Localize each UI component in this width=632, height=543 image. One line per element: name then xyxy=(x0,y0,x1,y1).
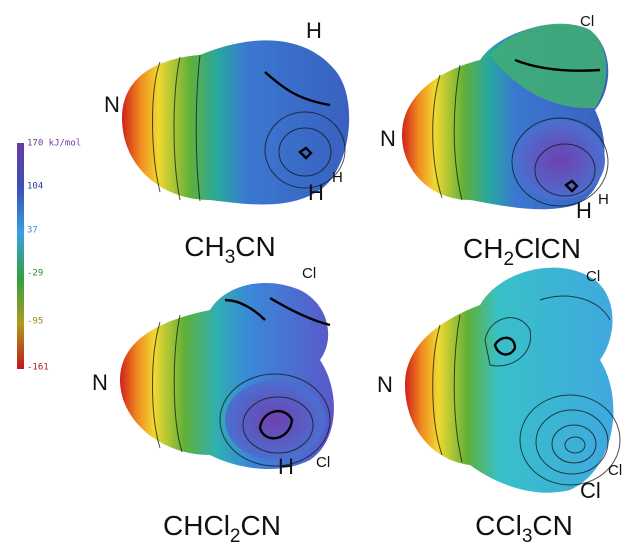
atom-label: N xyxy=(92,370,108,395)
atom-label: N xyxy=(380,126,396,151)
molecule-surface xyxy=(402,24,608,210)
atom-label: H xyxy=(306,18,322,43)
atom-label: N xyxy=(104,92,120,117)
formula: CH3CN xyxy=(184,231,275,268)
atom-label: H xyxy=(278,454,294,479)
molecule-surface xyxy=(120,283,334,469)
atom-label: Cl xyxy=(302,265,316,282)
atom-label: Cl xyxy=(580,478,601,503)
atom-label: H xyxy=(308,180,324,205)
formula: CH2ClCN xyxy=(463,233,581,270)
colorbar-label: 170 kJ/mol xyxy=(27,139,81,149)
colorbar-label: 37 xyxy=(27,226,38,236)
colorbar-label: -95 xyxy=(27,317,43,327)
molecule-surface xyxy=(405,268,620,493)
atom-label: Cl xyxy=(586,268,600,285)
colorbar-label: 104 xyxy=(27,182,43,192)
colorbar-label: -161 xyxy=(27,363,49,373)
atom-label: N xyxy=(377,372,393,397)
formula: CCl3CN xyxy=(475,510,573,543)
formula: CHCl2CN xyxy=(163,510,281,543)
color-bar xyxy=(17,143,24,369)
atom-label: H xyxy=(576,198,592,223)
atom-label: H xyxy=(598,191,609,208)
atom-label: H xyxy=(332,169,343,186)
atom-label: Cl xyxy=(316,454,330,471)
atom-label: Cl xyxy=(608,462,622,479)
atom-label: Cl xyxy=(580,13,594,30)
figure: 170 kJ/mol 104 37 -29 -95 -161 N H H H C… xyxy=(0,0,632,543)
colorbar-label: -29 xyxy=(27,269,43,279)
